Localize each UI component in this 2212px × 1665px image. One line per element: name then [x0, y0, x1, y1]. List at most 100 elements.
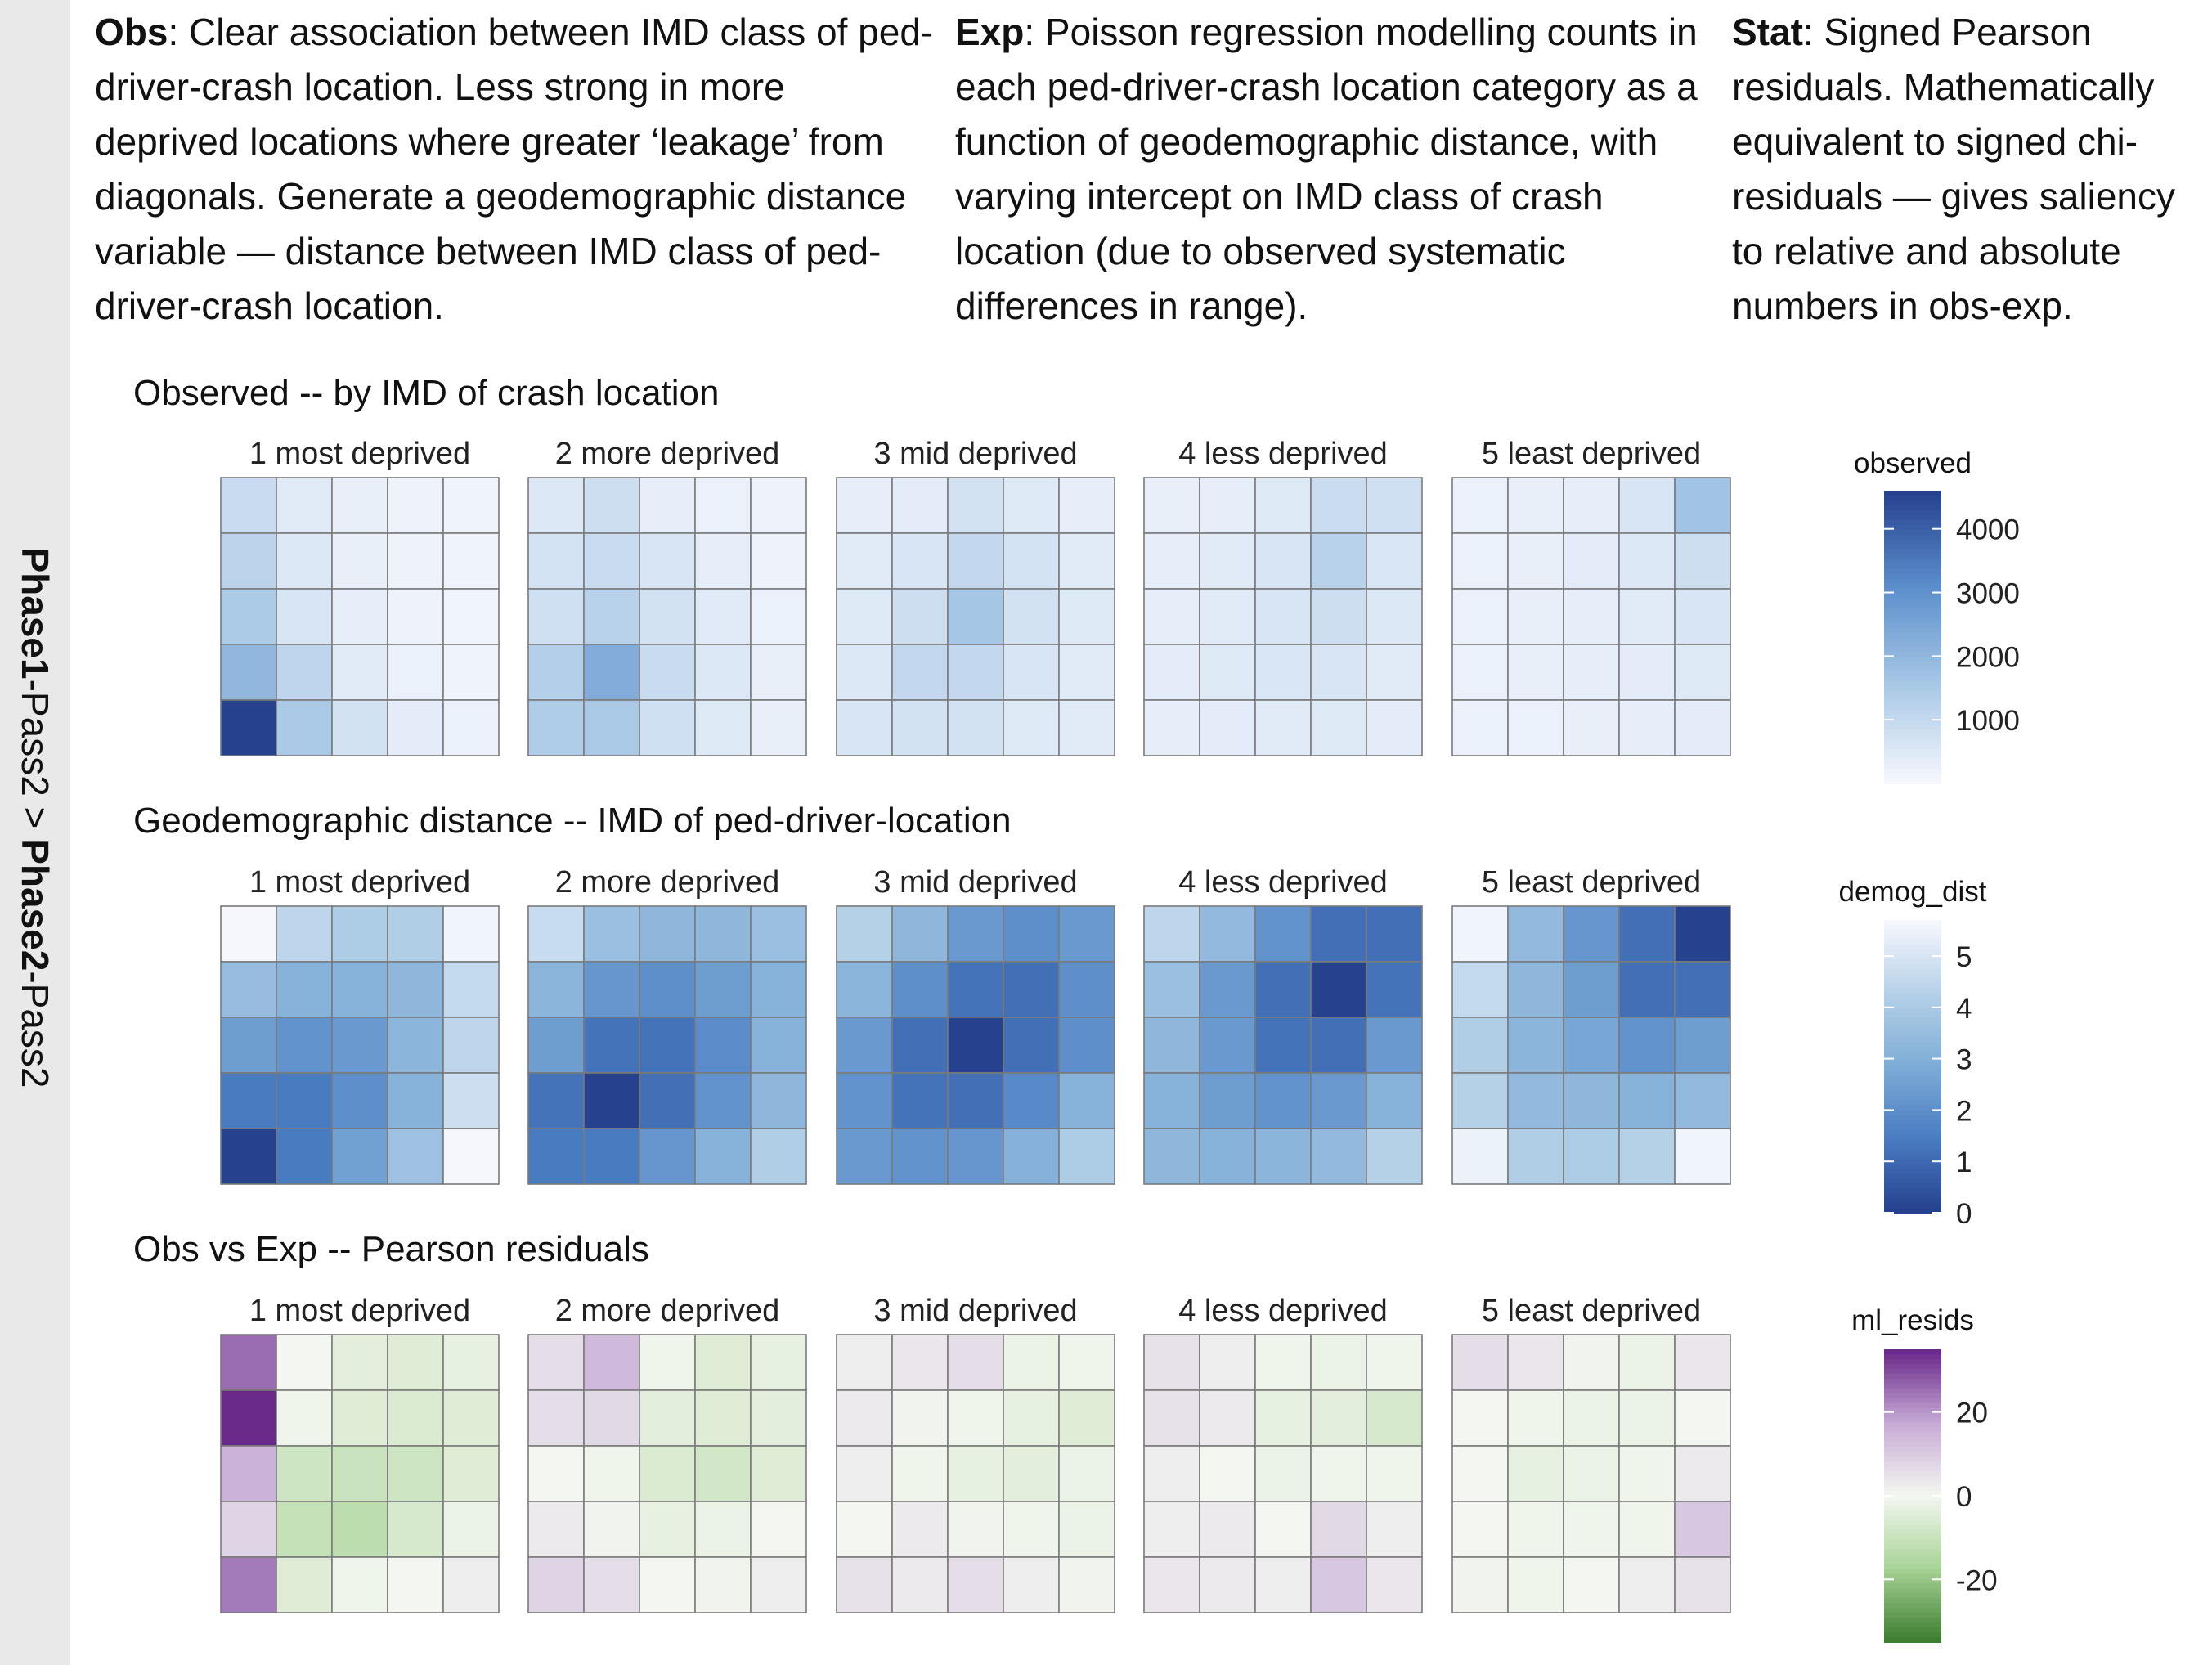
heatmap-cell: [583, 1017, 640, 1074]
legend-colorbar-step: [1884, 690, 1941, 697]
heatmap-cell: [1674, 588, 1731, 645]
facet-label: 1 most deprived: [249, 1294, 470, 1328]
heatmap-cell: [891, 1556, 949, 1613]
heatmap-cell: [1310, 532, 1367, 590]
heatmap-cell: [583, 588, 640, 645]
heatmap-cell: [750, 961, 807, 1018]
heatmap-cell: [836, 1501, 893, 1558]
heatmap-cell: [527, 905, 585, 963]
legend-colorbar-step: [1884, 1183, 1941, 1190]
heatmap-cell: [1674, 961, 1731, 1018]
heatmap-cell: [1310, 1556, 1367, 1613]
heatmap-cell: [947, 588, 1004, 645]
heatmap-cell: [331, 1334, 388, 1391]
legend-colorbar-step: [1884, 1193, 1941, 1200]
legend-colorbar-step: [1884, 1124, 1941, 1131]
heatmap-cell: [1143, 1072, 1200, 1129]
legend-tick-label: 0: [1956, 1481, 1972, 1513]
heatmap-cell: [1143, 1017, 1200, 1074]
legend-colorbar-step: [1884, 1012, 1941, 1019]
legend-colorbar-step: [1884, 583, 1941, 590]
legend-colorbar-step: [1884, 958, 1941, 965]
heatmap-cell: [1003, 477, 1060, 534]
legend-colorbar-step: [1884, 1358, 1941, 1365]
facet-label: 5 least deprived: [1482, 437, 1701, 471]
legend-colorbar-step: [1884, 1003, 1941, 1009]
heatmap-cell: [891, 699, 949, 756]
heatmap-cell: [1507, 1128, 1564, 1185]
heatmap-cell: [527, 644, 585, 701]
heatmap-cell: [1451, 477, 1509, 534]
legend-colorbar-step: [1884, 1569, 1941, 1575]
legend-colorbar-step: [1884, 1519, 1941, 1526]
legend-colorbar-step: [1884, 632, 1941, 638]
legend-colorbar-step: [1884, 1393, 1941, 1399]
heatmap-cell: [1003, 1072, 1060, 1129]
heatmap-cell: [1618, 1556, 1676, 1613]
heatmap-cell: [442, 1128, 500, 1185]
legend-colorbar-step: [1884, 1110, 1941, 1116]
legend-colorbar-step: [1884, 929, 1941, 936]
heatmap-cell: [1507, 1445, 1564, 1502]
legend-colorbar-step: [1884, 1447, 1941, 1453]
heatmap-cell: [1143, 1128, 1200, 1185]
legend-colorbar-step: [1884, 675, 1941, 682]
legend-colorbar-step: [1884, 759, 1941, 765]
heatmap-cell: [947, 961, 1004, 1018]
heatmap-cell: [1674, 532, 1731, 590]
legend-colorbar-step: [1884, 1417, 1941, 1424]
stat-label: Stat: [1732, 11, 1803, 53]
facet-label: 5 least deprived: [1482, 865, 1701, 900]
legend-colorbar-step: [1884, 598, 1941, 604]
facet-label: 2 more deprived: [555, 1294, 780, 1328]
legend-colorbar-step: [1884, 1047, 1941, 1053]
heatmap-cell: [387, 1072, 444, 1129]
legend-colorbar-step: [1884, 1353, 1941, 1360]
heatmap-cell: [1003, 961, 1060, 1018]
heatmap-cell: [1003, 905, 1060, 963]
heatmap-cell: [1058, 699, 1115, 756]
legend-colorbar-step: [1884, 1593, 1941, 1600]
legend-colorbar-step: [1884, 1456, 1941, 1463]
heatmap-cell: [750, 1128, 807, 1185]
exp-label: Exp: [955, 11, 1025, 53]
heatmap-cell: [442, 1556, 500, 1613]
heatmap-cell: [694, 699, 752, 756]
heatmap-cell: [1451, 1389, 1509, 1447]
heatmap-cell: [1451, 644, 1509, 701]
heatmap-cell: [947, 1445, 1004, 1502]
heatmap-cell: [1254, 961, 1312, 1018]
heatmap-cell: [1618, 1501, 1676, 1558]
legend-colorbar-step: [1884, 1178, 1941, 1185]
heatmap-cell: [276, 961, 333, 1018]
heatmap-cell: [1618, 699, 1676, 756]
facet-label: 3 mid deprived: [873, 437, 1077, 471]
heatmap-cell: [220, 905, 277, 963]
heatmap-cell: [1563, 1556, 1620, 1613]
legend-colorbar-step: [1884, 949, 1941, 955]
heatmap-cell: [1563, 1128, 1620, 1185]
heatmap-cell: [1199, 1556, 1256, 1613]
heatmap-cell: [387, 1556, 444, 1613]
legend-colorbar-step: [1884, 559, 1941, 565]
heatmap-cell: [750, 644, 807, 701]
legend-colorbar-step: [1884, 1618, 1941, 1624]
heatmap-cell: [220, 1072, 277, 1129]
heatmap-cell: [527, 1128, 585, 1185]
legend-colorbar-step: [1884, 983, 1941, 990]
sidebar: Phase1-Pass2 > Phase2-Pass2: [0, 0, 70, 1665]
heatmap-cell: [1254, 699, 1312, 756]
heatmap-cell: [694, 588, 752, 645]
heatmap-cell: [750, 1389, 807, 1447]
heatmap-cell: [1507, 477, 1564, 534]
legend-colorbar-step: [1884, 1481, 1941, 1488]
heatmap-cell: [331, 1445, 388, 1502]
exp-description: Exp: Poisson regression modelling counts…: [955, 5, 1707, 334]
heatmap-cell: [1003, 588, 1060, 645]
legend-colorbar-step: [1884, 754, 1941, 761]
legend-colorbar-step: [1884, 1080, 1941, 1087]
heatmap-cell: [387, 961, 444, 1018]
heatmap-cell: [1143, 1445, 1200, 1502]
heatmap-cell: [387, 1017, 444, 1074]
heatmap-cell: [1366, 477, 1423, 534]
